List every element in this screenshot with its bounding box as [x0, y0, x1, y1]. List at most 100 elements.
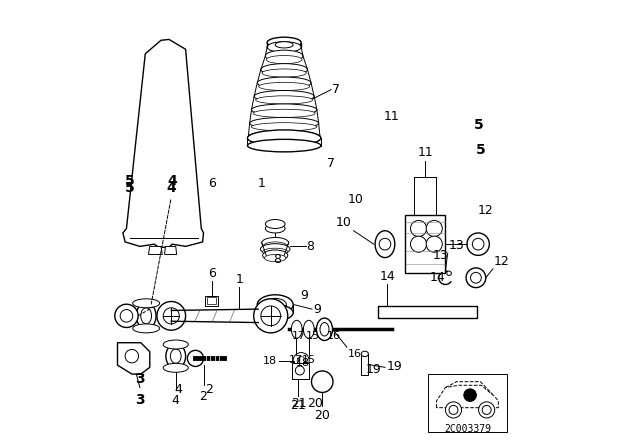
Text: 16: 16 [348, 349, 362, 358]
Text: 19: 19 [366, 363, 381, 376]
Circle shape [479, 402, 495, 418]
Circle shape [293, 353, 309, 369]
Circle shape [410, 236, 427, 252]
Ellipse shape [250, 117, 319, 129]
Ellipse shape [248, 130, 321, 146]
Circle shape [482, 405, 491, 414]
Text: 21: 21 [291, 396, 307, 410]
Text: 5: 5 [125, 181, 134, 195]
Ellipse shape [257, 305, 293, 321]
Ellipse shape [361, 351, 369, 357]
Text: 9: 9 [313, 302, 321, 316]
Polygon shape [148, 246, 163, 254]
Text: 12: 12 [478, 204, 493, 217]
Text: 10: 10 [335, 216, 351, 229]
Ellipse shape [261, 64, 307, 75]
Ellipse shape [266, 220, 285, 228]
Text: 1: 1 [236, 273, 243, 286]
Text: 7: 7 [327, 157, 335, 170]
Ellipse shape [264, 242, 287, 249]
Circle shape [464, 389, 476, 401]
Ellipse shape [262, 250, 288, 261]
Ellipse shape [316, 318, 333, 340]
Circle shape [467, 233, 490, 255]
Ellipse shape [262, 248, 288, 255]
Ellipse shape [141, 308, 152, 324]
Text: 2: 2 [205, 383, 213, 396]
Ellipse shape [291, 320, 302, 338]
Circle shape [188, 350, 204, 366]
Bar [378, 306, 477, 318]
Circle shape [472, 238, 484, 250]
Polygon shape [405, 215, 445, 273]
Bar [428, 374, 508, 432]
Circle shape [379, 238, 391, 250]
Text: 5: 5 [474, 118, 484, 133]
Text: 16: 16 [326, 331, 340, 341]
Ellipse shape [267, 37, 301, 48]
Text: 5: 5 [125, 174, 134, 189]
Text: 12: 12 [494, 255, 509, 268]
Ellipse shape [170, 349, 181, 363]
Ellipse shape [136, 302, 156, 329]
Ellipse shape [248, 131, 320, 142]
Circle shape [447, 271, 451, 276]
Ellipse shape [375, 231, 395, 258]
Ellipse shape [266, 50, 303, 62]
Text: 2: 2 [200, 390, 207, 403]
Ellipse shape [257, 77, 311, 89]
Ellipse shape [303, 320, 314, 338]
Polygon shape [164, 246, 177, 254]
Text: 1: 1 [258, 177, 266, 190]
Circle shape [157, 302, 186, 330]
Circle shape [125, 349, 138, 363]
Ellipse shape [248, 139, 321, 152]
Text: 7: 7 [332, 83, 340, 96]
Polygon shape [292, 363, 308, 379]
Text: 2C003379: 2C003379 [444, 424, 492, 434]
Ellipse shape [255, 96, 313, 104]
Ellipse shape [275, 42, 293, 48]
Text: 18: 18 [296, 358, 310, 368]
Text: 21: 21 [290, 399, 305, 412]
Text: 5: 5 [476, 143, 485, 157]
Text: 10: 10 [348, 193, 364, 206]
Ellipse shape [132, 299, 159, 308]
Text: 11: 11 [417, 146, 433, 159]
Text: 13: 13 [433, 249, 449, 262]
Polygon shape [123, 39, 204, 247]
Circle shape [466, 268, 486, 288]
Text: 9: 9 [300, 289, 308, 302]
Text: 13: 13 [449, 239, 465, 252]
Text: 3: 3 [134, 371, 144, 386]
Ellipse shape [267, 42, 301, 52]
Circle shape [426, 236, 442, 252]
Ellipse shape [252, 104, 317, 116]
Bar [361, 354, 369, 375]
Text: 20: 20 [314, 409, 330, 422]
Text: 19: 19 [387, 360, 402, 373]
Text: 3: 3 [135, 393, 145, 407]
Text: 8: 8 [307, 240, 314, 253]
Circle shape [261, 306, 280, 326]
Circle shape [163, 308, 179, 324]
Circle shape [295, 366, 305, 375]
Text: 15: 15 [306, 331, 320, 341]
Polygon shape [207, 297, 216, 304]
Ellipse shape [252, 123, 317, 131]
Circle shape [470, 272, 481, 283]
Ellipse shape [250, 136, 318, 144]
Polygon shape [205, 296, 218, 306]
Ellipse shape [260, 244, 290, 254]
Text: 15: 15 [302, 355, 316, 365]
Text: 6: 6 [207, 267, 216, 280]
Circle shape [115, 304, 138, 327]
Circle shape [253, 299, 288, 333]
Ellipse shape [264, 254, 286, 262]
Text: 4: 4 [167, 174, 177, 189]
Circle shape [297, 357, 305, 365]
Text: 4: 4 [166, 181, 176, 195]
Circle shape [449, 405, 458, 414]
Text: 6: 6 [207, 177, 216, 190]
Ellipse shape [163, 340, 188, 349]
